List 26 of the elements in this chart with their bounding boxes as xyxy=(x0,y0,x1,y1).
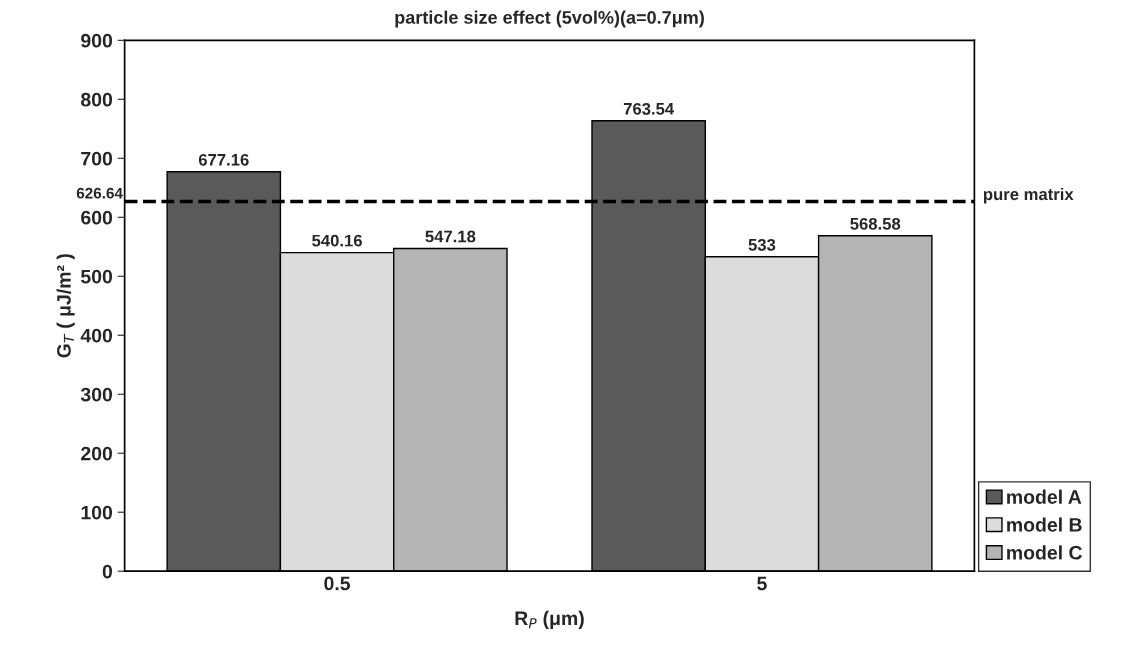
y-tick-label: 0 xyxy=(102,564,113,579)
data-label: 568.58 xyxy=(850,217,901,230)
y-tick-label: 500 xyxy=(80,269,113,284)
legend-label: model A xyxy=(1007,489,1082,504)
data-label: 763.54 xyxy=(623,102,675,115)
y-tick-label: 200 xyxy=(81,446,113,461)
y-tick-label: 400 xyxy=(80,328,113,343)
y-tick-label: 600 xyxy=(81,210,113,225)
data-label: 677.16 xyxy=(198,153,249,166)
x-tick-label: 5 xyxy=(757,576,767,591)
data-label: 540.16 xyxy=(312,234,362,247)
legend-label: model B xyxy=(1007,517,1082,532)
y-axis-title: G$_{T}$ ( μJ/m² ) xyxy=(56,254,75,358)
y-tick-label: 100 xyxy=(81,505,113,520)
legend-label: model C xyxy=(1007,545,1083,560)
y-tick-label: 300 xyxy=(80,387,113,402)
text: 626.64 xyxy=(76,187,123,199)
y-tick-label: 900 xyxy=(81,33,113,48)
y-tick-label: 700 xyxy=(81,151,113,166)
x-axis-title: R$_{P}$ (μm) xyxy=(515,610,584,629)
data-label: 533 xyxy=(748,238,776,251)
x-tick-label: 0.5 xyxy=(324,576,351,591)
ref-line-label: pure matrix xyxy=(983,187,1074,204)
y-tick-label: 800 xyxy=(81,92,113,107)
chart-title: particle size effect (5vol%)(a=0.7μm) xyxy=(395,10,704,28)
data-label: 547.18 xyxy=(425,230,476,243)
